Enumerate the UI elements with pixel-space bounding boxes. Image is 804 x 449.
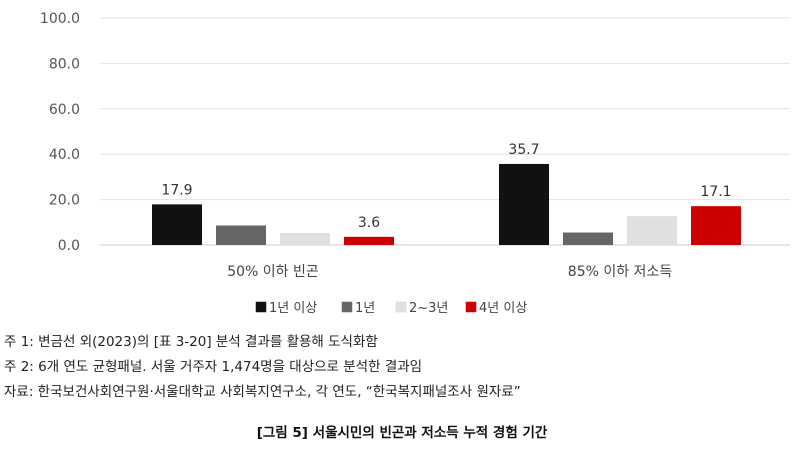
- bar: [344, 236, 394, 245]
- gridlines: [100, 17, 790, 246]
- note-2: 주 2: 6개 연도 균형패널. 서울 거주자 1,474명을 대상으로 분석한…: [4, 359, 423, 375]
- chart: 0.0 20.0 40.0 60.0 80.0 100.0 17.9 3.6 35.7 17.1…: [40, 11, 790, 316]
- legend-item: 1년: [341, 301, 375, 316]
- legend-label: 1년 이상: [269, 301, 317, 316]
- category-label: 50% 이하 빈곤: [227, 264, 319, 280]
- bar: [499, 163, 549, 245]
- legend-item: 2~3년: [395, 301, 448, 316]
- notes: 주 1: 변금선 외(2023)의 [표 3-20] 분석 결과를 활용해 도식…: [4, 330, 800, 405]
- legend-swatch: [341, 301, 353, 313]
- data-label: 17.9: [161, 182, 192, 198]
- legend-swatch: [255, 301, 267, 313]
- legend-swatch: [395, 301, 407, 313]
- y-tick-label: 60.0: [49, 102, 80, 118]
- bar: [152, 204, 202, 245]
- legend-item: 1년 이상: [255, 301, 317, 316]
- legend-item: 4년 이상: [465, 301, 527, 316]
- bar: [627, 216, 677, 245]
- legend-label: 1년: [355, 301, 375, 316]
- bars: [152, 163, 741, 245]
- bar: [691, 206, 741, 245]
- data-labels: 17.9 3.6 35.7 17.1: [161, 142, 731, 231]
- legend-label: 4년 이상: [479, 301, 527, 316]
- x-axis-category-labels: 50% 이하 빈곤 85% 이하 저소득: [227, 264, 672, 280]
- y-tick-label: 100.0: [40, 11, 80, 27]
- data-label: 35.7: [508, 142, 539, 158]
- legend-label: 2~3년: [409, 301, 448, 316]
- y-tick-label: 0.0: [58, 238, 80, 254]
- source-note: 자료: 한국보건사회연구원·서울대학교 사회복지연구소, 각 연도, “한국복지…: [4, 384, 521, 400]
- category-label: 85% 이하 저소득: [568, 264, 673, 280]
- y-tick-label: 40.0: [49, 147, 80, 163]
- figure-caption: [그림 5] 서울시민의 빈곤과 저소득 누적 경험 기간: [256, 425, 548, 441]
- legend-swatch: [465, 301, 477, 313]
- y-tick-label: 20.0: [49, 193, 80, 209]
- y-axis-tick-labels: 0.0 20.0 40.0 60.0 80.0 100.0: [40, 11, 80, 254]
- legend: 1년 이상 1년 2~3년 4년 이상: [255, 301, 527, 316]
- note-1: 주 1: 변금선 외(2023)의 [표 3-20] 분석 결과를 활용해 도식…: [4, 334, 378, 350]
- y-tick-label: 80.0: [49, 56, 80, 72]
- data-label: 17.1: [700, 184, 731, 200]
- data-label: 3.6: [358, 215, 380, 231]
- bar: [563, 232, 613, 245]
- bar: [280, 232, 330, 245]
- bar: [216, 225, 266, 245]
